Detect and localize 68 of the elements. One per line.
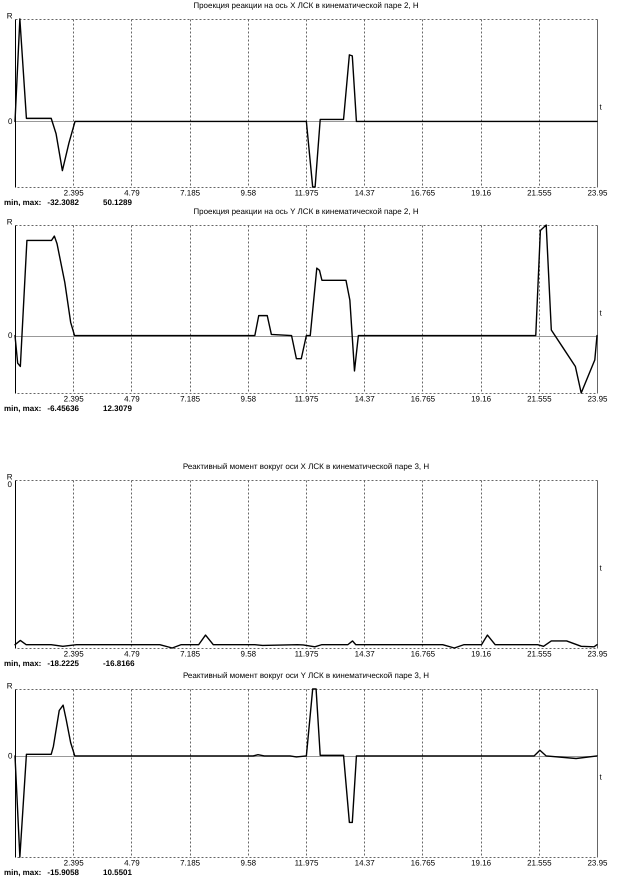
annotation: 0 [8,116,14,126]
x-tick-label: 19.16 [471,188,492,198]
text: 0 [8,480,13,489]
chart-title: Проекция реакции на ось X ЛСК в кинематической паре 2, Н [193,1,419,10]
x-tick-label: 23.95 [587,394,608,404]
x-tick-label: 7.185 [180,188,201,198]
text: 50.1289 [103,198,132,207]
x-tick-label: 11.975 [294,858,319,868]
chart-title: Реактивный момент вокруг оси X ЛСК в кинематической паре 3, Н [182,462,430,471]
x-tick-label: 21.555 [527,650,552,658]
text: min, max: [4,659,42,668]
x-tick-label: 7.185 [180,858,201,868]
x-tick-label: 2.395 [64,858,84,868]
annotation: 0 [8,331,14,340]
x-tick-label: 2.395 [64,188,84,198]
x-tick-label: 19.16 [471,394,492,404]
text: -6.45636 [47,404,80,413]
x-tick-label: 19.16 [471,650,492,658]
chart-title: Реактивный момент вокруг оси Y ЛСК в кинематической паре 3, Н [182,671,430,680]
y-axis-title: R [6,472,13,482]
x-tick-label: 16.765 [410,858,436,868]
x-tick-label: 21.555 [527,858,552,868]
x-tick-label: 14.37 [354,650,376,658]
x-axis-title: t [600,564,602,572]
x-tick-label: 23.95 [587,188,608,198]
x-tick-label: 21.555 [527,394,552,404]
x-tick-label: 21.555 [527,188,552,198]
x-tick-label: 11.975 [294,650,319,658]
x-tick-label: 9.58 [240,394,257,404]
x-tick-label: 4.79 [124,858,140,868]
x-tick-label: 11.975 [294,188,319,198]
y-axis-title: R [6,12,13,20]
y-axis-title: R [6,218,13,226]
x-axis-title: t [600,308,602,318]
annotation: 0 [8,751,14,760]
y-axis-title: R [6,682,13,690]
x-tick-label: 14.37 [354,858,376,868]
text: min, max: [4,198,42,207]
text: -18.2225 [47,659,80,668]
x-axis-title: t [600,102,602,112]
x-tick-label: 16.765 [410,394,436,404]
x-tick-label: 23.95 [587,650,608,658]
x-axis-title: t [600,772,602,782]
x-tick-label: 4.79 [124,188,140,198]
x-tick-label: 16.765 [410,650,436,658]
text: min, max: [4,868,42,877]
x-tick-label: 11.975 [294,394,319,404]
text: -15.9058 [47,868,80,877]
text: 12.3079 [103,404,132,413]
x-tick-label: 2.395 [64,650,84,658]
x-tick-label: 23.95 [587,858,608,868]
x-tick-label: 16.765 [410,188,436,198]
text: -32.3082 [47,198,80,207]
text: -16.8166 [103,659,136,668]
x-tick-label: 19.16 [471,858,492,868]
text: 10.5501 [103,868,132,877]
x-tick-label: 7.185 [180,394,201,404]
text: min, max: [4,404,42,413]
x-tick-label: 4.79 [124,650,140,658]
chart-title: Проекция реакции на ось Y ЛСК в кинематической паре 2, Н [193,207,419,216]
x-tick-label: 14.37 [354,188,376,198]
x-tick-label: 14.37 [354,394,376,404]
x-tick-label: 7.185 [180,650,201,658]
x-tick-label: 9.58 [240,650,257,658]
x-tick-label: 9.58 [240,858,257,868]
x-tick-label: 9.58 [240,188,257,198]
x-tick-label: 4.79 [124,394,140,404]
x-tick-label: 2.395 [64,394,84,404]
